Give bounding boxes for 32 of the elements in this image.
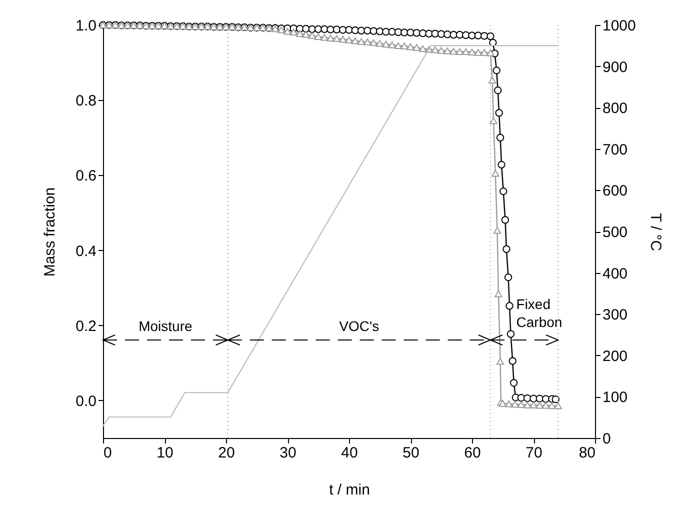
y2-tick-label: 600 bbox=[602, 182, 628, 200]
x-tick-label: 30 bbox=[280, 444, 296, 462]
x-tick-label: 70 bbox=[526, 444, 542, 462]
x-tick-label: 20 bbox=[218, 444, 235, 462]
x-tick-label: 50 bbox=[402, 444, 420, 462]
y2-tick-label: 500 bbox=[602, 224, 628, 241]
y2-tick-label: 0 bbox=[602, 430, 611, 448]
y2-tick-label: 700 bbox=[602, 141, 628, 158]
y2-tick-label: 400 bbox=[602, 265, 628, 282]
y-axis-title: Mass fraction bbox=[42, 187, 59, 277]
x-tick-label: 60 bbox=[464, 444, 481, 462]
x-tick-label: 0 bbox=[104, 444, 112, 462]
annotation: Fixed Carbon bbox=[516, 296, 562, 330]
y2-tick-label: 200 bbox=[602, 348, 628, 365]
y2-tick-label: 300 bbox=[602, 306, 628, 324]
y2-tick-label: 100 bbox=[602, 389, 628, 406]
y2-tick-label: 800 bbox=[602, 100, 628, 118]
x-axis-title: t / min bbox=[329, 482, 370, 498]
y-tick-label: 0.8 bbox=[76, 92, 96, 110]
annotation: Moisture bbox=[138, 318, 192, 334]
y-tick-label: 0.0 bbox=[76, 392, 96, 410]
y-tick-label: 0.6 bbox=[76, 168, 96, 185]
x-tick-label: 80 bbox=[578, 444, 596, 462]
y-tick-label: 0.4 bbox=[76, 242, 96, 260]
y2-axis-title: T / °C bbox=[646, 212, 664, 252]
y2-tick-label: 1000 bbox=[602, 18, 636, 34]
annotation: VOC's bbox=[339, 318, 380, 334]
y-tick-label: 1.0 bbox=[76, 18, 96, 34]
x-tick-label: 40 bbox=[341, 444, 358, 462]
y-tick-label: 0.2 bbox=[76, 318, 96, 335]
x-tick-label: 10 bbox=[156, 444, 174, 462]
y2-tick-label: 900 bbox=[602, 58, 628, 76]
